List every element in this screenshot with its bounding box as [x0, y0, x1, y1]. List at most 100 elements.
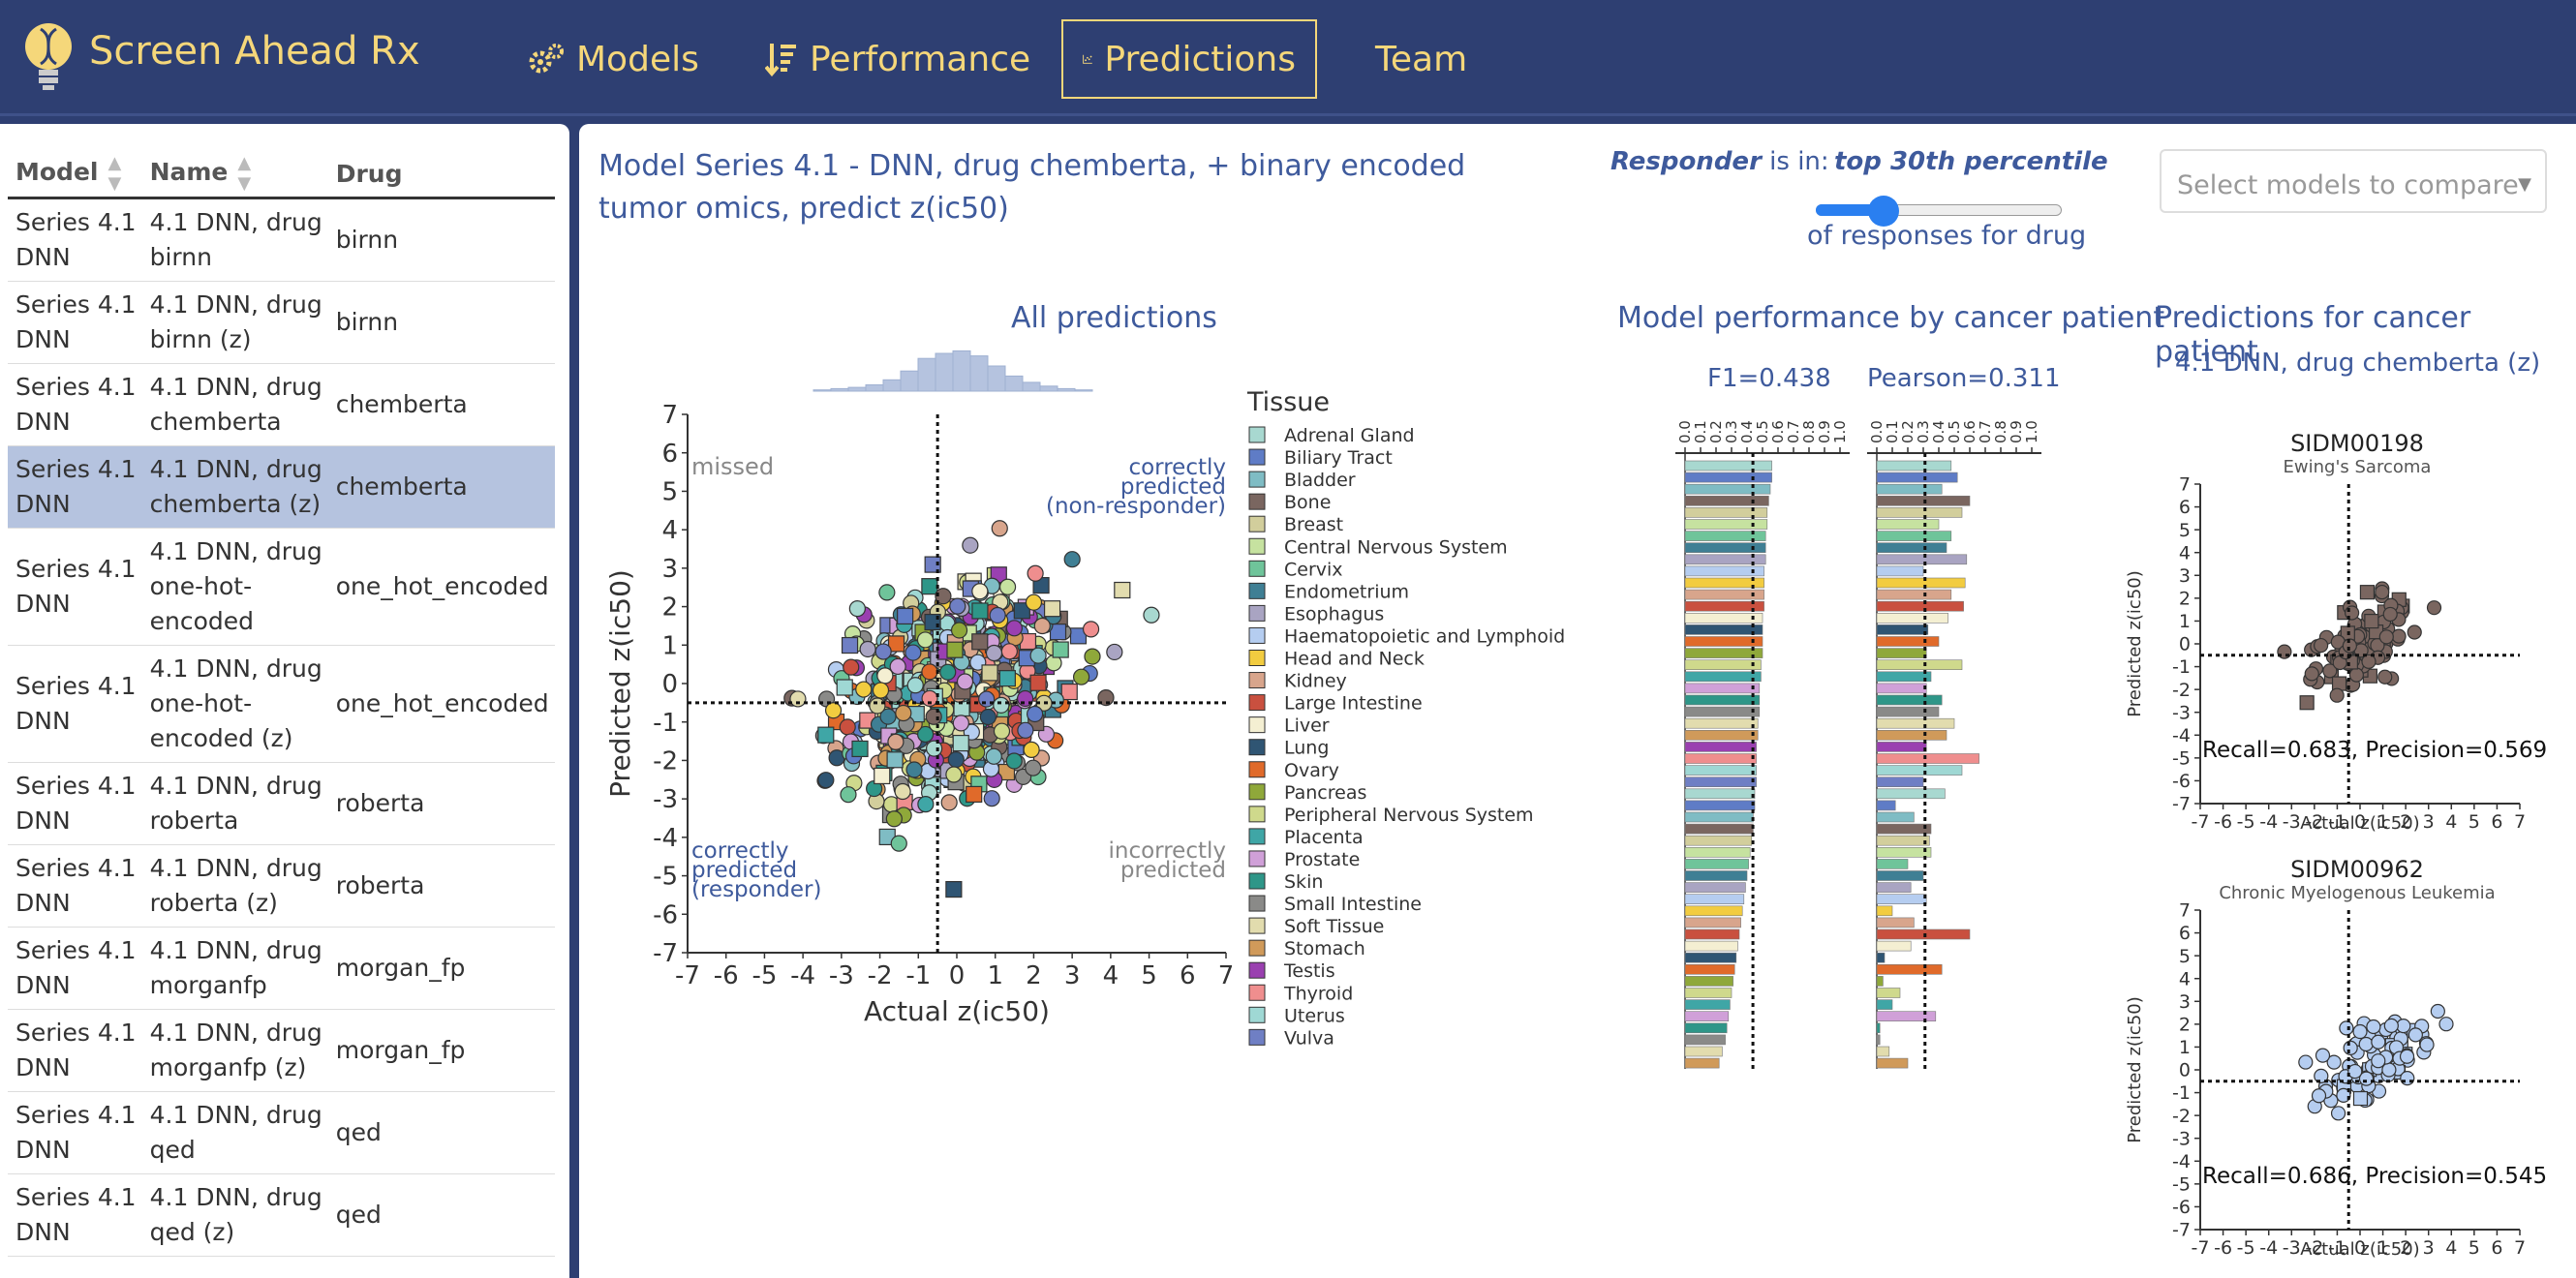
- cell-name[interactable]: 4.1 DNN, drug birnn: [141, 198, 328, 282]
- nav-team-label: Team: [1375, 39, 1468, 79]
- cell-model[interactable]: Series 4.1 DNN: [8, 198, 142, 282]
- bar: [1684, 811, 1754, 823]
- brand-title[interactable]: Screen Ahead Rx: [89, 29, 420, 74]
- cell-name[interactable]: 4.1 DNN, drug chemberta (z): [141, 445, 328, 529]
- column-header-model[interactable]: Model ▲ ▼: [8, 151, 142, 199]
- column-header-drug[interactable]: Drug: [327, 151, 555, 199]
- nav-predictions[interactable]: Predictions: [1061, 19, 1317, 99]
- data-point: [2343, 1040, 2358, 1055]
- cell-model[interactable]: Series 4.1 DNN: [8, 645, 142, 763]
- patient-id: SIDM00962: [2290, 856, 2424, 883]
- data-point: [2352, 1090, 2369, 1107]
- bar: [1876, 729, 1947, 741]
- table-row[interactable]: Series 4.1 DNN 4.1 DNN, drug chemberta (z) c…: [8, 445, 555, 529]
- data-point: [1072, 668, 1090, 685]
- cell-drug[interactable]: qed: [327, 1091, 555, 1174]
- data-point: [851, 740, 869, 758]
- table-row[interactable]: Series 4.1 DNN 4.1 DNN, drug chemberta chemb…: [8, 363, 555, 446]
- cell-name[interactable]: 4.1 DNN, drug morganfp (z): [141, 1009, 328, 1092]
- cell-drug[interactable]: roberta: [327, 762, 555, 845]
- bar: [1876, 1011, 1937, 1022]
- data-point: [952, 715, 969, 732]
- bar: [1684, 507, 1768, 518]
- histogram-bar: [969, 355, 989, 392]
- cell-model[interactable]: Series 4.1 DNN: [8, 844, 142, 928]
- x-tick-label: 7: [2514, 811, 2526, 833]
- cell-drug[interactable]: morgan_fp: [327, 927, 555, 1010]
- cell-drug[interactable]: chemberta: [327, 363, 555, 446]
- cell-name[interactable]: 4.1 DNN, drug morganfp: [141, 927, 328, 1010]
- cell-model[interactable]: Series 4.1 DNN: [8, 1173, 142, 1257]
- data-point: [945, 880, 963, 898]
- data-point: [874, 767, 891, 785]
- data-point: [872, 682, 890, 699]
- table-row[interactable]: Series 4.1 DNN 4.1 DNN, drug morganfp (z) mo…: [8, 1009, 555, 1092]
- legend-label: Testis: [1283, 960, 1335, 982]
- table-row[interactable]: Series 4.1 DNN 4.1 DNN, drug one-hot-encode…: [8, 645, 555, 763]
- cell-name[interactable]: 4.1 DNN, drug qed (z): [141, 1173, 328, 1257]
- sort-icon[interactable]: ▲ ▼: [237, 153, 252, 195]
- cell-name[interactable]: 4.1 DNN, drug roberta (z): [141, 844, 328, 928]
- table-row[interactable]: Series 4.1 DNN 4.1 DNN, drug birnn (z) birnn: [8, 281, 555, 364]
- cell-model[interactable]: Series 4.1 DNN: [8, 363, 142, 446]
- bar: [1876, 846, 1932, 858]
- cell-drug[interactable]: one_hot_encoded: [327, 528, 555, 646]
- cell-name[interactable]: 4.1 DNN, drug one-hot-encoded: [141, 528, 328, 646]
- compare-models-select[interactable]: Select models to compare ▼: [2160, 149, 2547, 213]
- cell-name[interactable]: 4.1 DNN, drug chemberta: [141, 363, 328, 446]
- sort-icon[interactable]: ▲ ▼: [107, 153, 122, 195]
- cell-drug[interactable]: birnn: [327, 198, 555, 282]
- legend-label: Central Nervous System: [1284, 536, 1508, 558]
- cell-drug[interactable]: qed: [327, 1173, 555, 1257]
- cell-drug[interactable]: morgan_fp: [327, 1009, 555, 1092]
- cell-model[interactable]: Series 4.1 DNN: [8, 281, 142, 364]
- y-tick-label: 1: [2179, 1037, 2191, 1058]
- nav-models[interactable]: Models: [508, 19, 719, 99]
- legend-label: Peripheral Nervous System: [1284, 805, 1534, 826]
- table-row[interactable]: Series 4.1 DNN 4.1 DNN, drug morganfp morgan…: [8, 927, 555, 1010]
- cell-model[interactable]: Series 4.1 DNN: [8, 927, 142, 1010]
- cell-model[interactable]: Series 4.1 DNN: [8, 762, 142, 845]
- y-tick-label: -6: [2172, 1197, 2191, 1218]
- cell-name[interactable]: 4.1 DNN, drug qed: [141, 1091, 328, 1174]
- cell-model[interactable]: Series 4.1 DNN: [8, 445, 142, 529]
- cell-name[interactable]: 4.1 DNN, drug one-hot-encoded (z): [141, 645, 328, 763]
- x-tick-label: -6: [2214, 1237, 2232, 1259]
- table-row[interactable]: Series 4.1 DNN 4.1 DNN, drug roberta (z) rob…: [8, 844, 555, 928]
- slider-handle[interactable]: [1868, 196, 1899, 227]
- data-point: [916, 631, 935, 649]
- data-point: [1027, 705, 1044, 723]
- responder-rest: is in:: [1761, 147, 1829, 176]
- lightbulb-dna-icon[interactable]: [21, 19, 76, 93]
- x-tick-label: -2: [868, 961, 893, 990]
- legend-swatch: [1248, 961, 1266, 979]
- cell-name[interactable]: 4.1 DNN, drug roberta: [141, 762, 328, 845]
- cell-model[interactable]: Series 4.1 DNN: [8, 1009, 142, 1092]
- nav-performance[interactable]: Performance: [746, 19, 1050, 99]
- cell-drug[interactable]: roberta: [327, 844, 555, 928]
- table-row[interactable]: Series 4.1 DNN 4.1 DNN, drug qed qed: [8, 1091, 555, 1174]
- table-row[interactable]: Series 4.1 DNN 4.1 DNN, drug birnn birnn: [8, 198, 555, 282]
- x-tick-label: 4: [1103, 961, 1119, 990]
- bar: [1684, 729, 1759, 741]
- legend-label: Stomach: [1284, 938, 1365, 959]
- cell-drug[interactable]: birnn: [327, 281, 555, 364]
- percentile-slider[interactable]: [1816, 192, 2064, 227]
- table-row[interactable]: Series 4.1 DNN 4.1 DNN, drug roberta roberta: [8, 762, 555, 845]
- cell-name[interactable]: 4.1 DNN, drug birnn (z): [141, 281, 328, 364]
- legend-swatch: [1248, 582, 1266, 599]
- bar: [1684, 788, 1756, 800]
- table-row[interactable]: Series 4.1 DNN 4.1 DNN, drug qed (z) qed: [8, 1173, 555, 1257]
- data-point: [2366, 1019, 2381, 1035]
- data-point: [869, 697, 886, 715]
- nav-team[interactable]: Team: [1356, 19, 1487, 99]
- cell-model[interactable]: Series 4.1 DNN: [8, 528, 142, 646]
- cell-drug[interactable]: chemberta: [327, 445, 555, 529]
- column-header-name[interactable]: Name ▲ ▼: [141, 151, 328, 199]
- bar: [1876, 1034, 1881, 1046]
- data-point: [1023, 741, 1040, 758]
- cell-drug[interactable]: one_hot_encoded: [327, 645, 555, 763]
- cell-model[interactable]: Series 4.1 DNN: [8, 1091, 142, 1174]
- table-row[interactable]: Series 4.1 DNN 4.1 DNN, drug one-hot-encode…: [8, 528, 555, 646]
- chevron-down-icon[interactable]: ▼: [2518, 174, 2531, 195]
